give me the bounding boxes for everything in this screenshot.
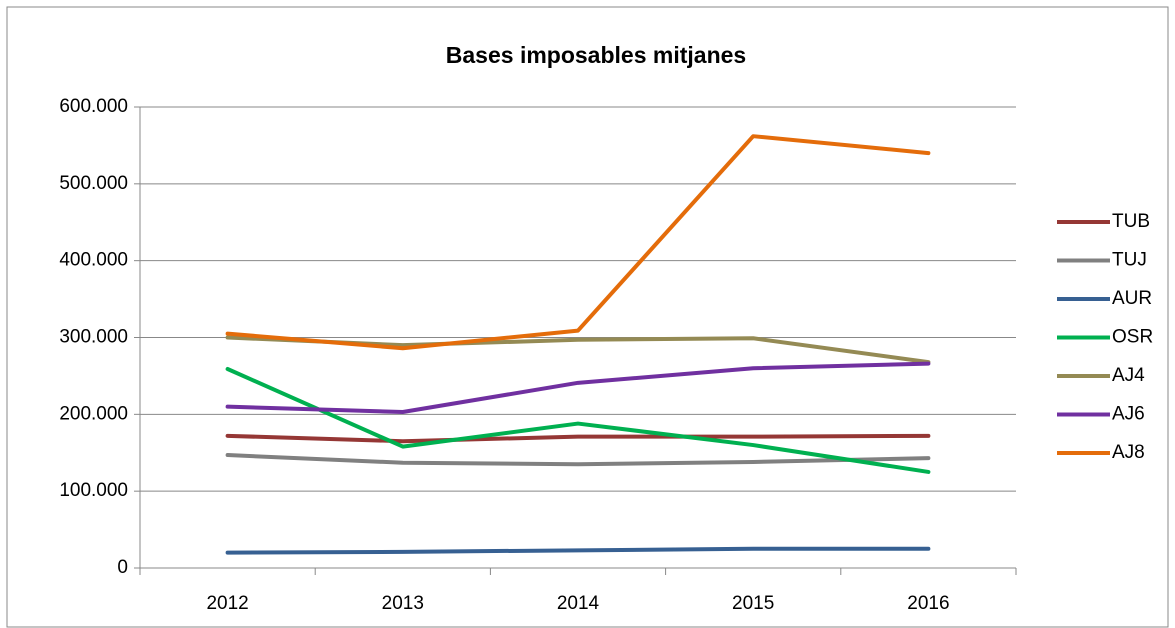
x-tick-label: 2014 [557,593,600,614]
legend-label: TUJ [1112,250,1147,271]
legend-label: AUR [1112,288,1152,309]
y-tick-label: 400.000 [59,250,128,271]
chart-title: Bases imposables mitjanes [446,42,746,68]
series-line [225,361,931,415]
legend-label: AJ4 [1112,365,1145,386]
series-line [225,367,931,474]
legend-label: AJ8 [1112,442,1145,463]
y-tick-label: 100.000 [59,480,128,501]
y-tick-label: 300.000 [59,327,128,348]
chart-border [6,6,1169,628]
series-line [225,453,931,467]
y-tick-label: 600.000 [59,96,128,117]
y-tick-label: 200.000 [59,403,128,424]
legend-label: TUB [1112,211,1150,232]
x-tick-label: 2013 [382,593,424,614]
x-tick-label: 2015 [732,593,774,614]
y-tick-label: 500.000 [59,173,128,194]
series-line [225,433,931,444]
x-tick-label: 2012 [206,593,248,614]
legend-label: AJ6 [1112,404,1145,425]
series-line [225,134,931,351]
series-line [225,546,931,555]
y-tick-label: 0 [117,557,128,578]
legend-label: OSR [1112,327,1153,348]
x-tick-label: 2016 [907,593,949,614]
